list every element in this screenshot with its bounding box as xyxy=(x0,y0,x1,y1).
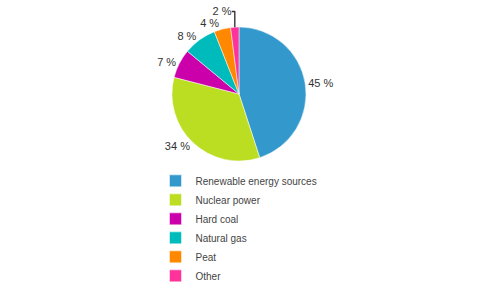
svg-text:Nuclear power: Nuclear power xyxy=(196,195,261,206)
svg-text:Hard coal: Hard coal xyxy=(196,214,239,225)
svg-text:2 %: 2 % xyxy=(213,5,232,17)
svg-text:Natural gas: Natural gas xyxy=(196,233,247,244)
svg-text:Other: Other xyxy=(196,271,222,282)
svg-text:Renewable energy sources: Renewable energy sources xyxy=(196,176,317,187)
svg-text:34 %: 34 % xyxy=(165,140,190,152)
svg-text:4 %: 4 % xyxy=(200,17,219,29)
svg-text:7 %: 7 % xyxy=(157,56,176,68)
svg-text:45 %: 45 % xyxy=(308,77,333,89)
svg-text:Peat: Peat xyxy=(196,252,217,263)
svg-text:8 %: 8 % xyxy=(177,30,196,42)
